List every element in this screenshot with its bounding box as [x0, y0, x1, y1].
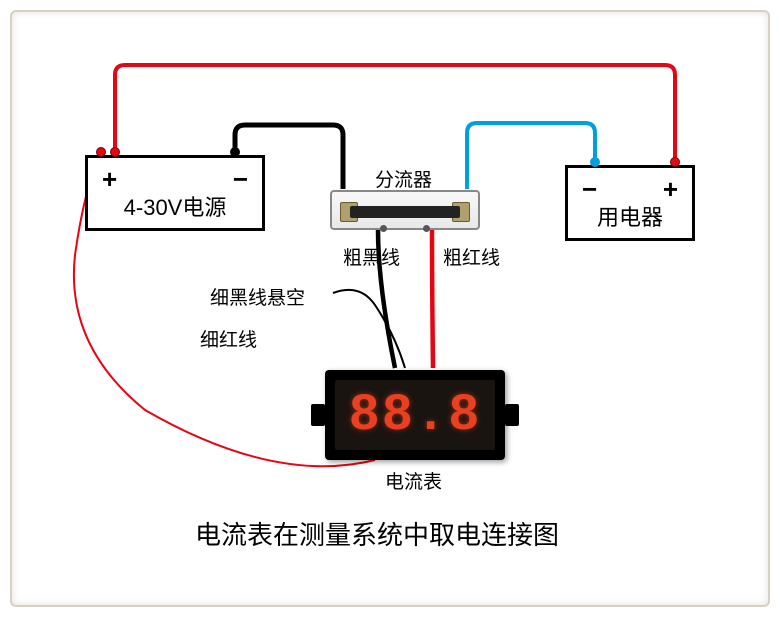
ammeter-label: 电流表	[385, 467, 442, 494]
power-terminal-thin-red	[96, 147, 106, 157]
load-terminal-minus	[590, 157, 600, 167]
power-plus: +	[102, 164, 117, 195]
diagram-frame: + − 4-30V电源 − + 用电器 分流器	[0, 0, 780, 617]
power-terminal-minus	[230, 147, 240, 157]
power-source-box: + − 4-30V电源	[85, 155, 265, 231]
diagram-title: 电流表在测量系统中取电连接图	[195, 515, 559, 552]
power-polarity: + −	[98, 164, 252, 195]
ammeter-display: 88.8	[335, 380, 495, 450]
power-terminal-plus	[110, 147, 120, 157]
label-thin-black-floating: 细黑线悬空	[210, 283, 305, 310]
load-box: − + 用电器	[565, 165, 695, 241]
load-terminal-plus	[670, 157, 680, 167]
power-label: 4-30V电源	[98, 195, 252, 221]
wire-thin-black	[333, 290, 405, 368]
wire-thick-red	[432, 230, 433, 368]
ammeter-tab-left	[311, 404, 325, 426]
load-polarity: − +	[578, 174, 682, 205]
load-plus: +	[663, 174, 678, 205]
load-label: 用电器	[578, 205, 682, 231]
label-thick-red: 粗红线	[443, 243, 500, 270]
shunt-label: 分流器	[375, 165, 432, 192]
load-minus: −	[582, 174, 597, 205]
diagram-canvas: + − 4-30V电源 − + 用电器 分流器	[25, 25, 755, 592]
shunt-screw-right	[423, 225, 430, 232]
shunt-screw-left	[380, 225, 387, 232]
label-thick-black: 粗黑线	[343, 243, 400, 270]
power-minus: −	[233, 164, 248, 195]
label-thin-red: 细红线	[200, 325, 257, 352]
shunt	[330, 190, 480, 230]
ammeter: 88.8	[325, 370, 505, 460]
shunt-bar	[350, 206, 460, 218]
wiring-svg	[25, 25, 755, 592]
ammeter-tab-right	[505, 404, 519, 426]
wire-top-red	[115, 65, 675, 163]
